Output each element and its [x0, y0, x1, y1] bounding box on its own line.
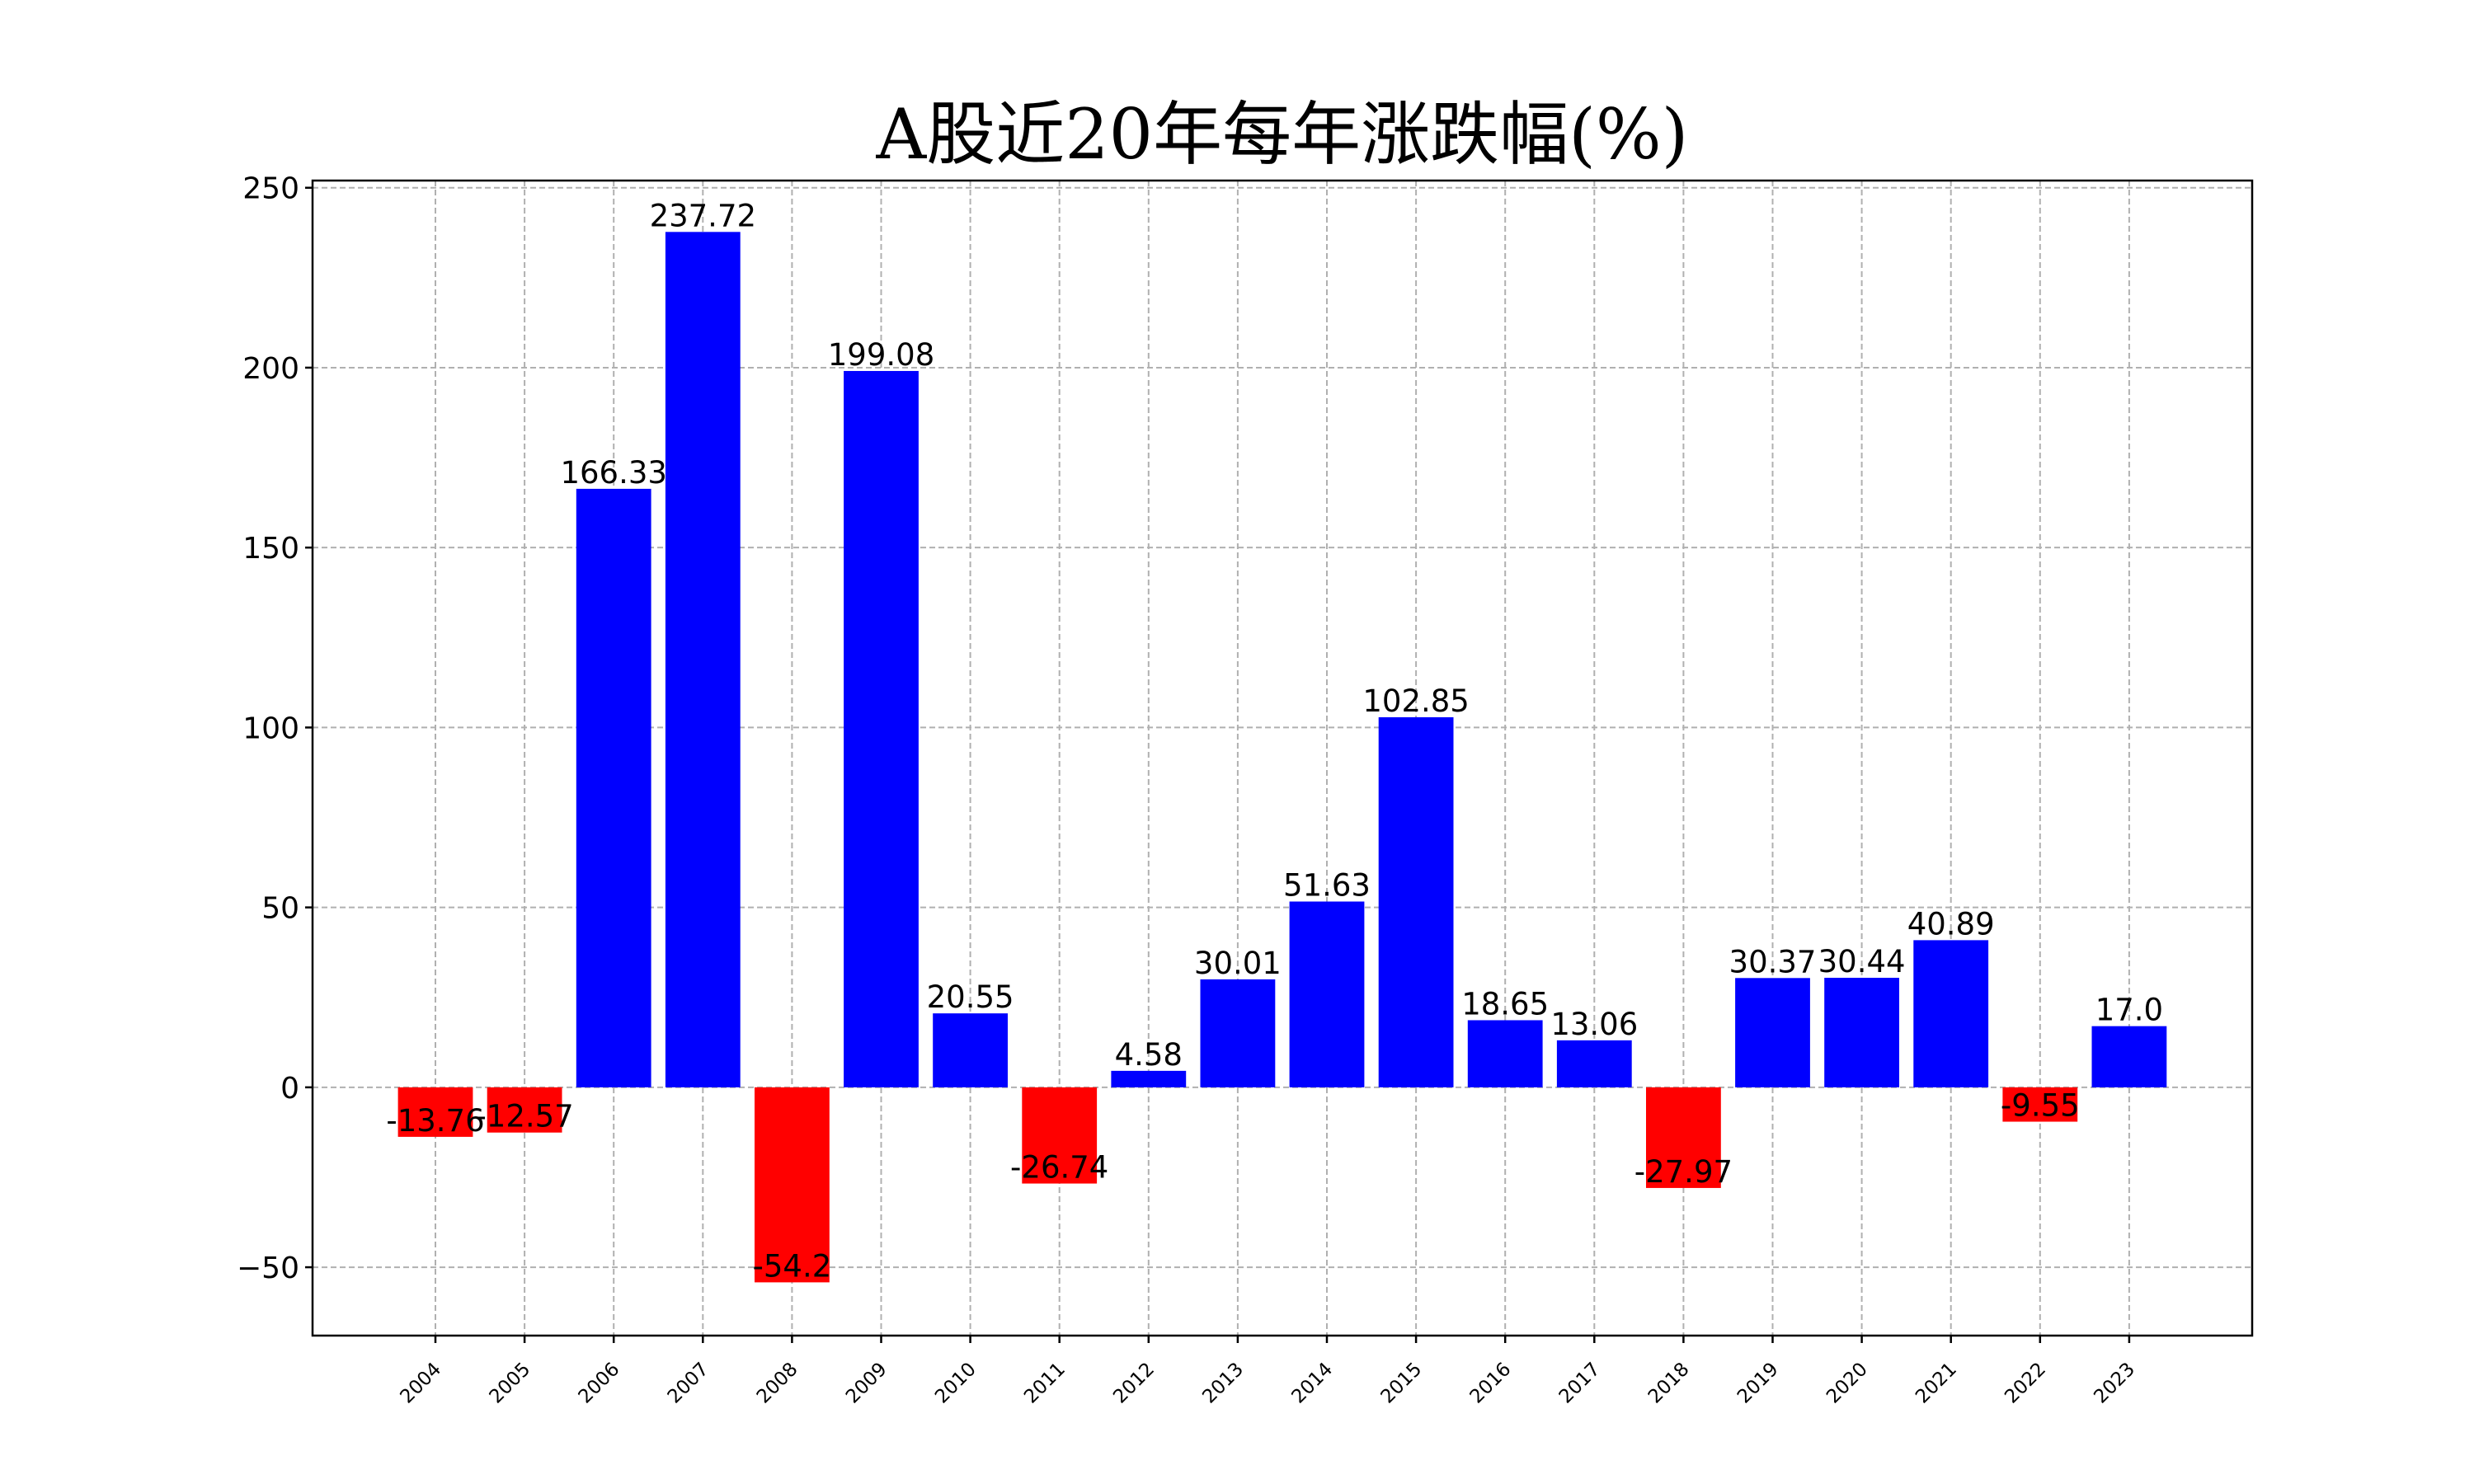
x-tick-label: 2006	[575, 1359, 624, 1408]
value-label-2015: 102.85	[1362, 683, 1469, 719]
x-tick-label: 2018	[1644, 1359, 1694, 1408]
bar-2016	[1467, 1020, 1543, 1087]
value-label-2013: 30.01	[1194, 946, 1282, 981]
bar-2007	[665, 232, 741, 1087]
bar-2014	[1289, 901, 1365, 1087]
chart-title: A股近20年每年涨跌幅(%)	[876, 94, 1689, 175]
value-label-2017: 13.06	[1550, 1007, 1638, 1042]
plot-frame	[311, 179, 2254, 1337]
bar-2012	[1111, 1070, 1187, 1087]
bar-2017	[1556, 1040, 1632, 1087]
bar-2011	[1022, 1087, 1098, 1184]
bar-2009	[844, 370, 919, 1087]
x-axis: 2004 2005 2006 2007 2008 2009 2010 2011 2012 2013…	[396, 1336, 2139, 1408]
y-tick-label: 100	[242, 711, 299, 745]
x-tick-label: 2017	[1555, 1359, 1605, 1408]
value-label-2023: 17.0	[2095, 993, 2163, 1028]
x-tick-label: 2011	[1020, 1359, 1070, 1408]
value-label-2014: 51.63	[1283, 868, 1371, 904]
bar-2022	[2002, 1087, 2078, 1122]
x-tick-label: 2004	[396, 1359, 445, 1408]
x-tick-label: 2019	[1733, 1359, 1783, 1408]
bars	[397, 232, 2167, 1283]
y-tick-label: −50	[237, 1252, 299, 1285]
bar-2018	[1645, 1087, 1721, 1188]
bar-2019	[1735, 978, 1810, 1087]
x-tick-label: 2020	[1823, 1359, 1872, 1408]
x-tick-label: 2021	[1912, 1359, 1961, 1408]
value-label-2016: 18.65	[1461, 986, 1549, 1021]
bar-2013	[1200, 979, 1276, 1087]
x-tick-label: 2012	[1109, 1359, 1159, 1408]
y-axis: −50 0 50 100 150 200 250	[237, 172, 313, 1285]
value-label-2009: 199.08	[828, 337, 934, 373]
x-tick-label: 2023	[2090, 1359, 2139, 1408]
value-label-2020: 30.44	[1818, 944, 1906, 979]
value-label-2018: -27.97	[1634, 1154, 1733, 1190]
value-label-2012: 4.58	[1115, 1037, 1183, 1073]
value-label-2019: 30.37	[1729, 944, 1817, 979]
x-tick-label: 2016	[1466, 1359, 1516, 1408]
bar-2020	[1824, 977, 1900, 1087]
x-tick-label: 2014	[1287, 1359, 1337, 1408]
value-label-2006: 166.33	[560, 455, 666, 491]
x-tick-label: 2009	[842, 1359, 891, 1408]
x-tick-label: 2010	[931, 1359, 981, 1408]
value-label-2005: -12.57	[475, 1099, 573, 1134]
value-label-2004: -13.76	[386, 1103, 484, 1139]
y-tick-label: 50	[261, 892, 299, 926]
y-tick-label: 250	[242, 172, 299, 206]
bar-2008	[754, 1087, 830, 1283]
value-label-2011: -26.74	[1010, 1150, 1108, 1186]
value-label-2008: -54.2	[753, 1248, 832, 1284]
bar-2006	[576, 488, 651, 1087]
y-tick-label: 0	[280, 1072, 299, 1106]
x-tick-label: 2015	[1377, 1359, 1427, 1408]
x-tick-label: 2007	[664, 1359, 713, 1408]
x-tick-label: 2013	[1198, 1359, 1248, 1408]
grid	[313, 181, 2252, 1336]
value-label-2022: -9.55	[2001, 1088, 2080, 1124]
y-tick-label: 200	[242, 352, 299, 386]
x-tick-label: 2008	[753, 1359, 802, 1408]
value-labels: -13.76-12.57 166.33 237.72 -54.2 199.08 20.55…	[386, 198, 2163, 1284]
x-tick-label: 2005	[486, 1359, 535, 1408]
y-tick-label: 150	[242, 532, 299, 566]
value-label-2007: 237.72	[650, 198, 756, 233]
x-tick-label: 2022	[2001, 1359, 2050, 1408]
value-label-2010: 20.55	[927, 979, 1014, 1015]
bar-2023	[2091, 1026, 2167, 1087]
bar-2004	[397, 1087, 473, 1137]
value-label-2021: 40.89	[1907, 906, 1995, 942]
bar-2010	[933, 1013, 1009, 1087]
bar-2015	[1378, 716, 1454, 1087]
bar-2021	[1913, 940, 1989, 1087]
bar-2005	[487, 1087, 562, 1133]
